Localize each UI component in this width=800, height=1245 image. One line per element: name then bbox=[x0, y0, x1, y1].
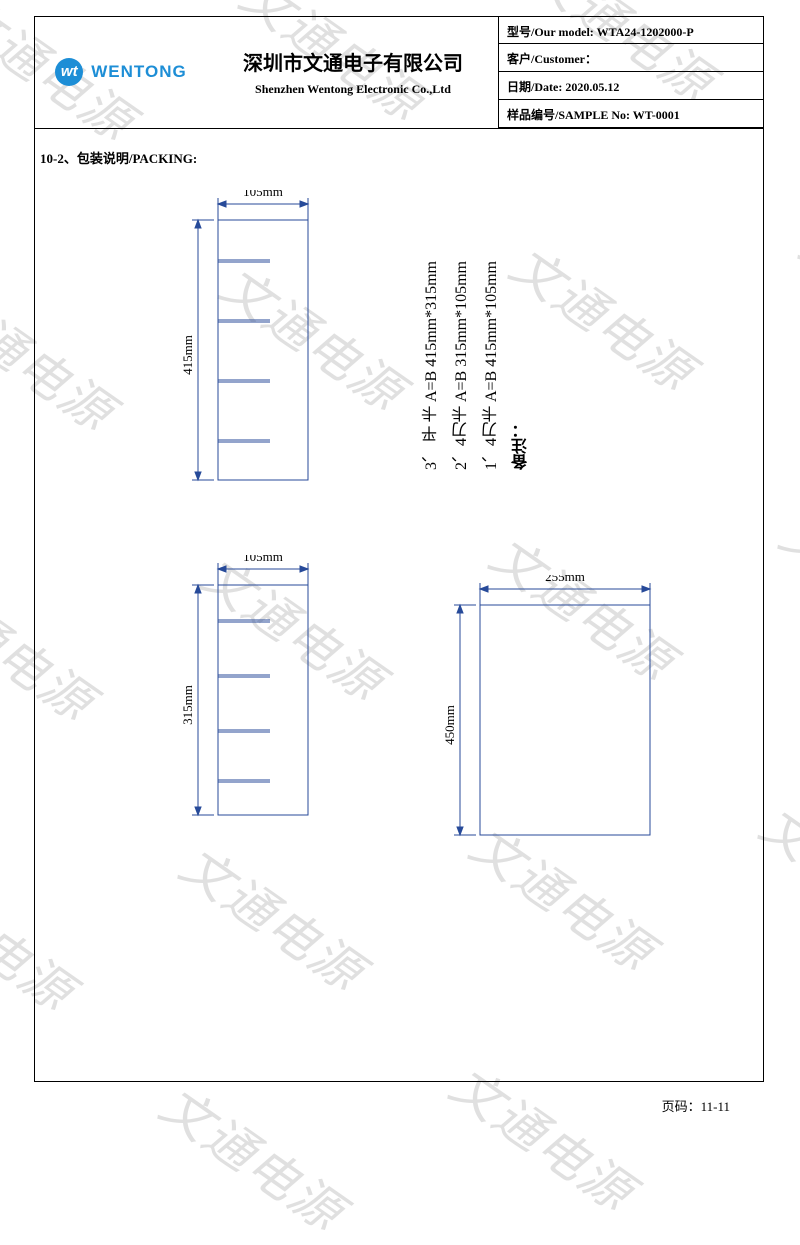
page-number: 页码：11-11 bbox=[662, 1096, 730, 1115]
sample-label: 样品编号/SAMPLE No: bbox=[507, 108, 633, 122]
box-b-width: 105mm bbox=[243, 555, 283, 564]
model-label: 型号/Our model: bbox=[507, 25, 597, 39]
diagram-box-a: 105mm 415mm bbox=[150, 190, 370, 500]
company-name-cn: 深圳市文通电子有限公司 bbox=[212, 47, 494, 76]
notes-title: 备注： bbox=[510, 422, 534, 470]
page-border bbox=[34, 16, 764, 1082]
date-label: 日期/Date: bbox=[507, 80, 565, 94]
page-number-label: 页码： bbox=[662, 1099, 701, 1114]
date-value: 2020.05.12 bbox=[565, 80, 619, 94]
model-row: 型号/Our model: WTA24-1202000-P bbox=[498, 16, 764, 44]
model-value: WTA24-1202000-P bbox=[597, 25, 694, 39]
customer-label: 客户/Customer： bbox=[507, 52, 597, 66]
note-line-1: 1、4刀卡 A=B 415mm*105mm bbox=[480, 261, 504, 470]
watermark-text: 文通电源 bbox=[788, 207, 800, 385]
sample-row: 样品编号/SAMPLE No: WT-0001 bbox=[498, 100, 764, 128]
note-line-3: 3、 平 卡 A=B 415mm*315mm bbox=[420, 261, 444, 470]
info-column: 型号/Our model: WTA24-1202000-P 客户/Custome… bbox=[498, 16, 764, 128]
section-title: 10-2、包装说明/PACKING: bbox=[40, 148, 197, 167]
box-c-width: 255mm bbox=[545, 575, 585, 584]
diagram-box-c: 255mm 450mm bbox=[420, 575, 680, 875]
note-line-2: 2、4刀卡 A=B 315mm*105mm bbox=[450, 261, 474, 470]
box-a-height: 415mm bbox=[180, 335, 195, 375]
company-title: 深圳市文通电子有限公司 Shenzhen Wentong Electronic … bbox=[208, 16, 498, 128]
sample-value: WT-0001 bbox=[633, 108, 680, 122]
notes-block: 备注： 1、4刀卡 A=B 415mm*105mm 2、4刀卡 A=B 315m… bbox=[410, 200, 450, 470]
logo-cell: wt WENTONG bbox=[34, 16, 208, 128]
watermark-text: 文通电源 bbox=[768, 497, 800, 675]
company-name-en: Shenzhen Wentong Electronic Co.,Ltd bbox=[212, 82, 494, 97]
logo-badge-icon: wt bbox=[55, 58, 83, 86]
box-a-width: 105mm bbox=[243, 190, 283, 199]
diagram-box-b: 105mm 315mm bbox=[150, 555, 370, 845]
box-b-height: 315mm bbox=[180, 685, 195, 725]
page-number-value: 11-11 bbox=[701, 1099, 730, 1114]
logo-text: WENTONG bbox=[91, 62, 186, 82]
box-c-height: 450mm bbox=[442, 705, 457, 745]
date-row: 日期/Date: 2020.05.12 bbox=[498, 72, 764, 100]
customer-row: 客户/Customer： bbox=[498, 44, 764, 72]
watermark-text: 文通电源 bbox=[148, 1067, 360, 1245]
header-table: wt WENTONG 深圳市文通电子有限公司 Shenzhen Wentong … bbox=[34, 16, 764, 129]
